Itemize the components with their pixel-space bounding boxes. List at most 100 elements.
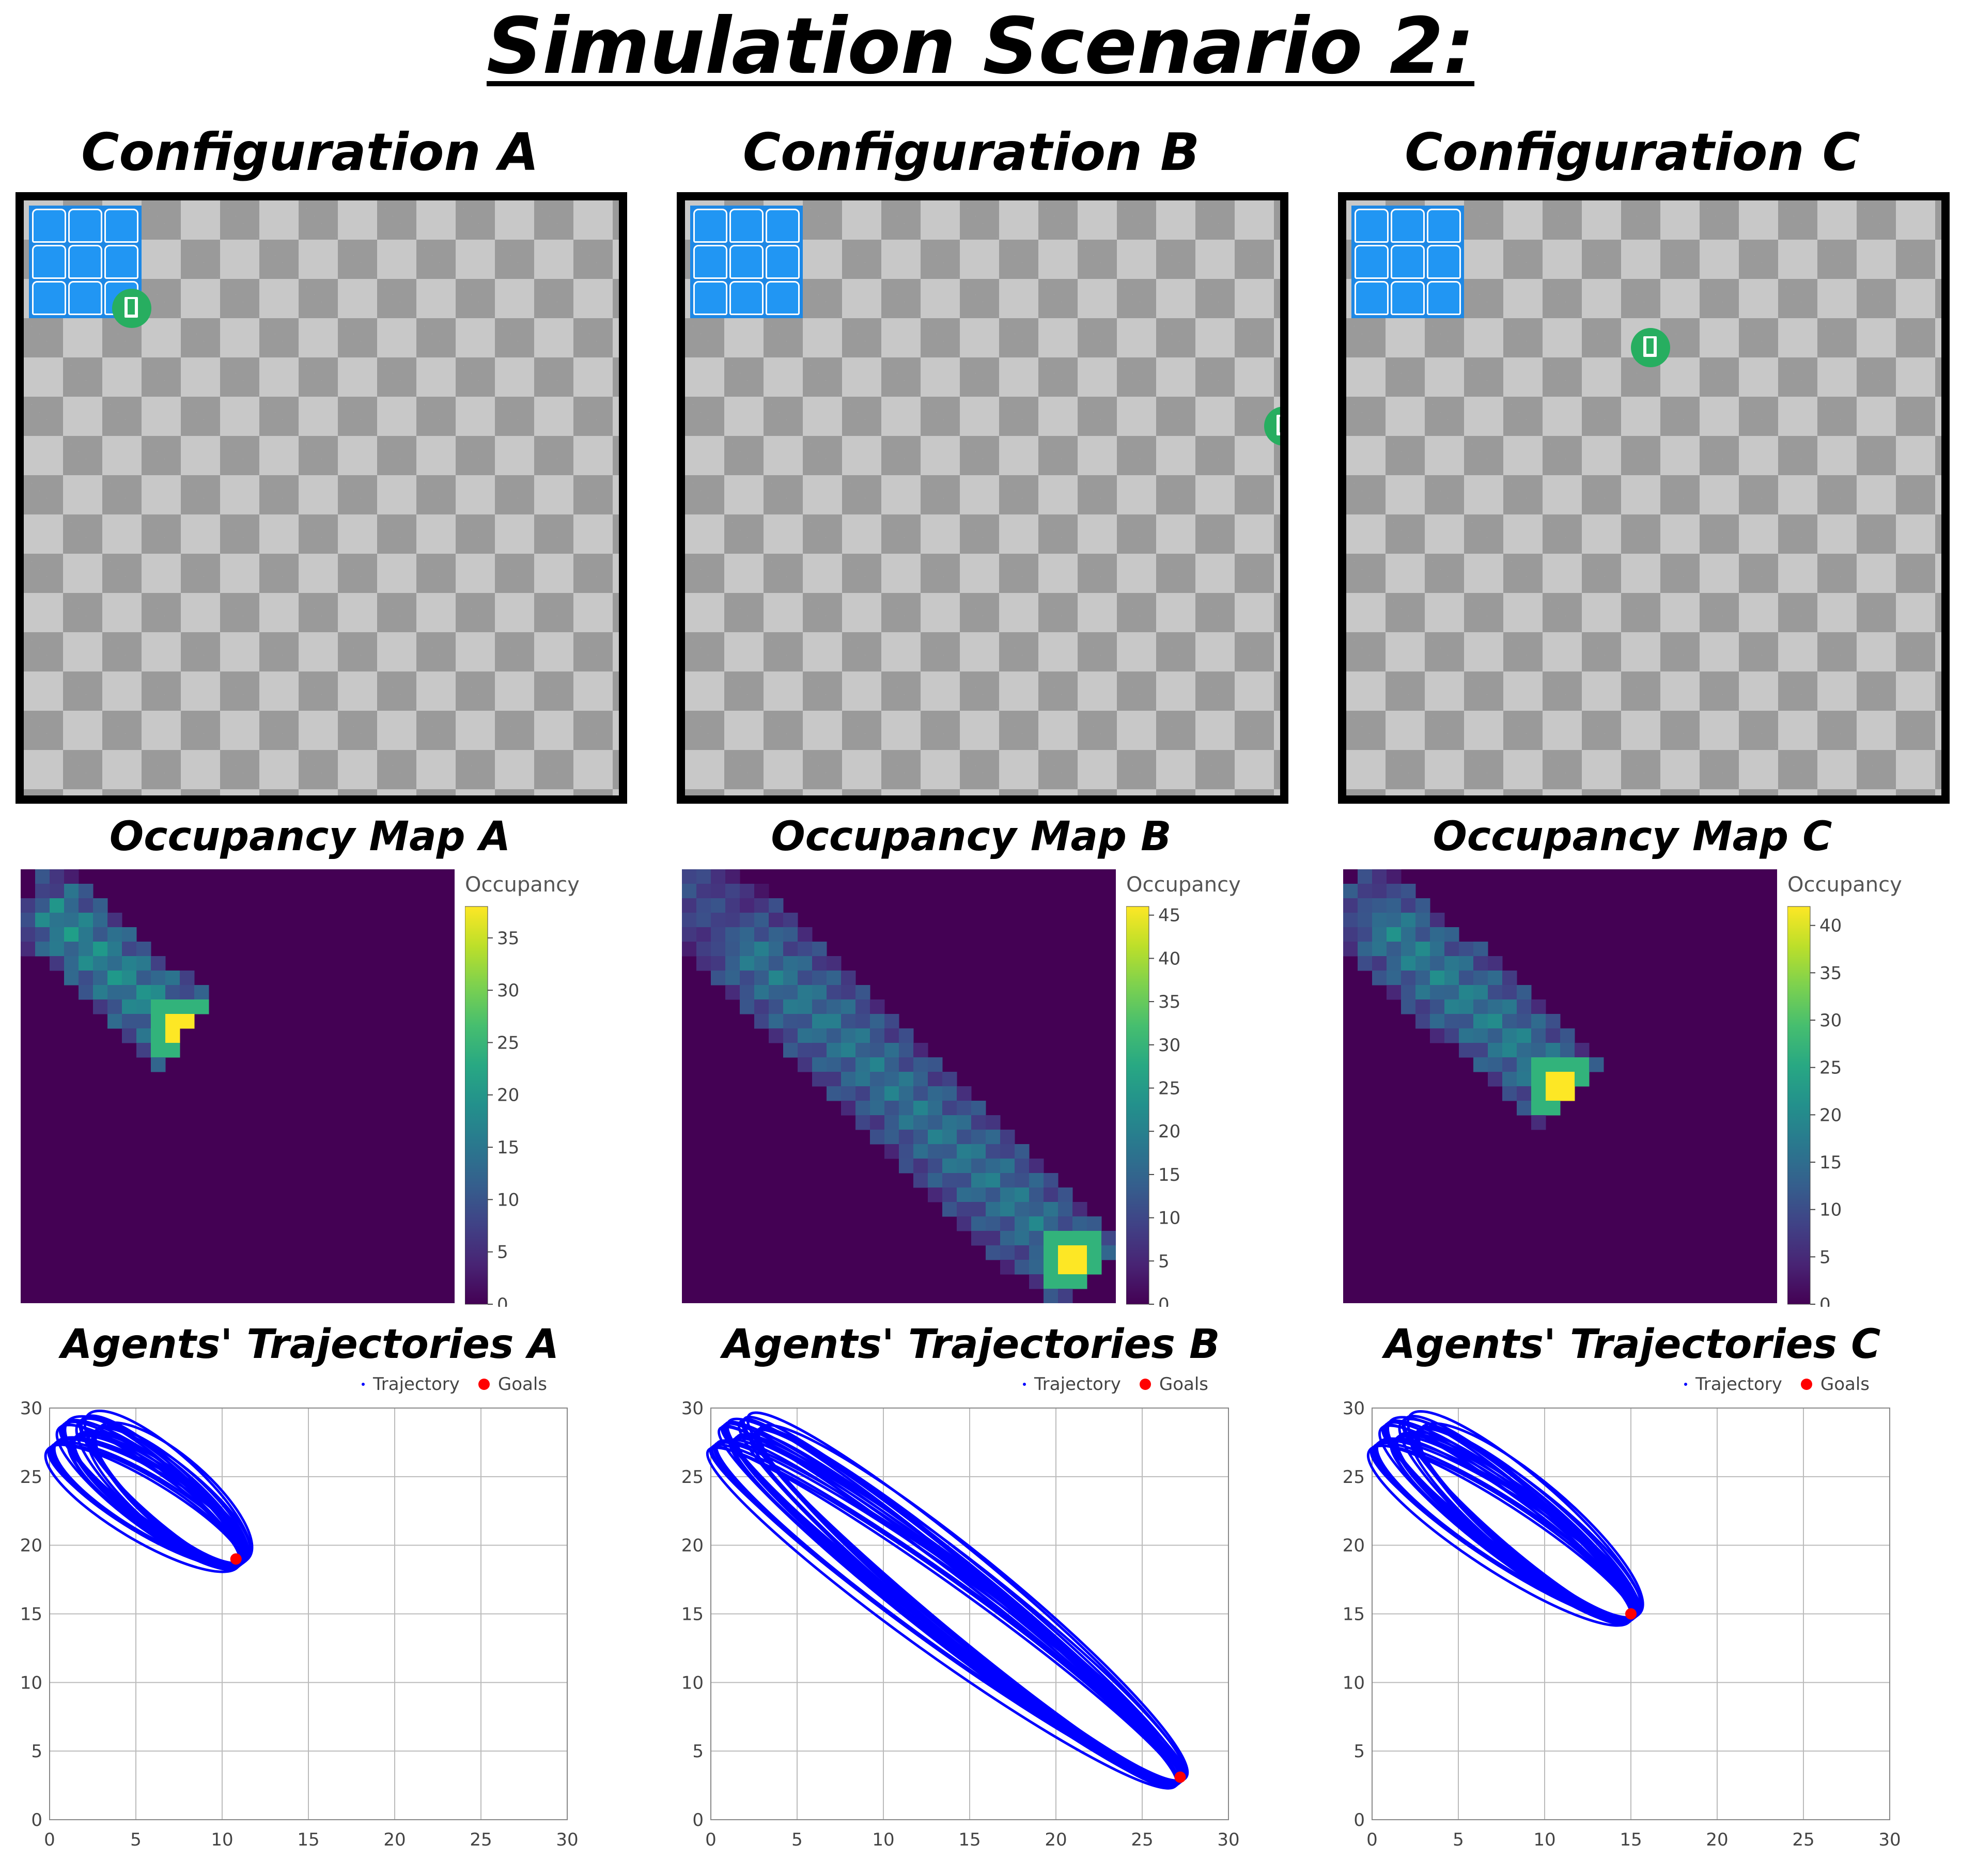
heatmap-cell bbox=[725, 913, 740, 928]
heatmap-cell bbox=[942, 1202, 957, 1217]
heatmap-cell bbox=[1531, 1043, 1546, 1058]
heatmap-cell bbox=[884, 1043, 899, 1058]
y-tick-label: 25 bbox=[20, 1467, 42, 1488]
heatmap-cell bbox=[93, 942, 108, 957]
heatmap-cell bbox=[1387, 884, 1402, 899]
heatmap-cell bbox=[682, 927, 697, 942]
heatmap-cell bbox=[769, 999, 784, 1014]
heatmap-cell bbox=[1000, 1130, 1015, 1145]
trajectory-plot-b: 0 5 10 15 20 25 30 0 5 10 15 20 25 30 bbox=[681, 1398, 1240, 1850]
heatmap-cell bbox=[1415, 913, 1430, 928]
x-tick-label: 30 bbox=[1217, 1830, 1239, 1850]
config-grid-b bbox=[677, 192, 1288, 804]
heatmap-cell bbox=[711, 956, 726, 971]
heatmap-cell bbox=[884, 1072, 899, 1087]
heatmap-cell bbox=[841, 1028, 856, 1043]
heatmap-cell bbox=[1372, 913, 1387, 928]
heatmap-cell bbox=[740, 999, 755, 1014]
heatmap-cell bbox=[971, 1101, 986, 1116]
heatmap-cell bbox=[928, 1057, 943, 1072]
heatmap-cell bbox=[913, 1057, 928, 1072]
heatmap-cell bbox=[136, 956, 151, 971]
heatmap-cell bbox=[783, 1028, 798, 1043]
heatmap-cell bbox=[1072, 1260, 1087, 1275]
heatmap-cell bbox=[79, 985, 94, 1000]
heatmap-cell bbox=[122, 1014, 137, 1029]
heatmap-cell bbox=[957, 1130, 972, 1145]
heatmap-cell bbox=[1444, 999, 1459, 1014]
heatmap-cell bbox=[986, 1245, 1001, 1260]
heatmap-cell bbox=[740, 942, 755, 957]
heatmap-cell bbox=[1401, 898, 1416, 913]
heatmap-cell bbox=[725, 884, 740, 899]
y-tick-label: 20 bbox=[20, 1536, 42, 1556]
heatmap-cell bbox=[769, 956, 784, 971]
heatmap-cell bbox=[1087, 1245, 1102, 1260]
heatmap-cell bbox=[682, 913, 697, 928]
heatmap-cell bbox=[696, 869, 711, 884]
heatmap-cell bbox=[79, 956, 94, 971]
trajectory-legend-a: Trajectory Goals bbox=[362, 1371, 547, 1397]
occupancy-colorbar-b: 0 5 10 15 20 25 30 35 40 45 bbox=[1126, 905, 1180, 1307]
heatmap-cell bbox=[696, 913, 711, 928]
heatmap-cell bbox=[1415, 898, 1430, 913]
heatmap-cell bbox=[1044, 1274, 1059, 1289]
heatmap-cell bbox=[841, 1014, 856, 1029]
heatmap-cell bbox=[50, 942, 65, 957]
heatmap-cell bbox=[1488, 985, 1503, 1000]
heatmap-cell bbox=[783, 999, 798, 1014]
heatmap-cell bbox=[1444, 971, 1459, 986]
heatmap-cell bbox=[1459, 999, 1474, 1014]
occupancy-legend-title-c: Occupancy bbox=[1787, 873, 1902, 897]
exit-door-icon bbox=[112, 289, 151, 328]
heatmap-cell bbox=[107, 956, 122, 971]
heatmap-cell bbox=[50, 898, 65, 913]
heatmap-cell bbox=[136, 1014, 151, 1029]
heatmap-cell bbox=[841, 985, 856, 1000]
heatmap-cell bbox=[783, 927, 798, 942]
heatmap-cell bbox=[899, 1115, 914, 1130]
heatmap-cell bbox=[1343, 884, 1358, 899]
heatmap-cell bbox=[899, 1086, 914, 1101]
heatmap-cell bbox=[1575, 1043, 1590, 1058]
heatmap-cell bbox=[711, 927, 726, 942]
colorbar-tick-label: 15 bbox=[1819, 1152, 1842, 1173]
heatmap-cell bbox=[50, 913, 65, 928]
colorbar-tick-label: 45 bbox=[1158, 905, 1180, 926]
config-title-b: Configuration B bbox=[742, 122, 1200, 182]
heatmap-cell bbox=[1430, 985, 1445, 1000]
heatmap-cell bbox=[1387, 985, 1402, 1000]
colorbar-gradient bbox=[1126, 906, 1149, 1305]
heatmap-cell bbox=[1488, 1028, 1503, 1043]
heatmap-cell bbox=[827, 1043, 842, 1058]
heatmap-cell bbox=[1372, 869, 1387, 884]
heatmap-cell bbox=[754, 956, 769, 971]
heatmap-cell bbox=[754, 985, 769, 1000]
heatmap-cell bbox=[1589, 1057, 1604, 1072]
heatmap-cell bbox=[812, 1072, 827, 1087]
heatmap-cell bbox=[899, 1057, 914, 1072]
heatmap-cell bbox=[1029, 1231, 1044, 1246]
heatmap-cell bbox=[79, 971, 94, 986]
heatmap-cell bbox=[957, 1086, 972, 1101]
heatmap-cell bbox=[942, 1187, 957, 1202]
x-tick-label: 5 bbox=[791, 1830, 803, 1850]
y-tick-label: 10 bbox=[20, 1672, 42, 1693]
trajectory-legend-label: Trajectory bbox=[1034, 1374, 1121, 1395]
heatmap-cell bbox=[1029, 1202, 1044, 1217]
colorbar-tick-label: 40 bbox=[1819, 916, 1842, 936]
colorbar-tick-label: 35 bbox=[497, 928, 519, 949]
heatmap-cell bbox=[107, 913, 122, 928]
heatmap-cell bbox=[913, 1130, 928, 1145]
heatmap-cell bbox=[740, 971, 755, 986]
heatmap-cell bbox=[682, 884, 697, 899]
heatmap-cell bbox=[711, 942, 726, 957]
heatmap-cell bbox=[1560, 1072, 1575, 1087]
heatmap-cell bbox=[1058, 1245, 1073, 1260]
heatmap-cell bbox=[884, 1057, 899, 1072]
heatmap-cell bbox=[870, 1043, 885, 1058]
heatmap-cell bbox=[1444, 1014, 1459, 1029]
heatmap-cell bbox=[928, 1144, 943, 1159]
heatmap-cell bbox=[783, 1043, 798, 1058]
heatmap-cell bbox=[798, 985, 813, 1000]
